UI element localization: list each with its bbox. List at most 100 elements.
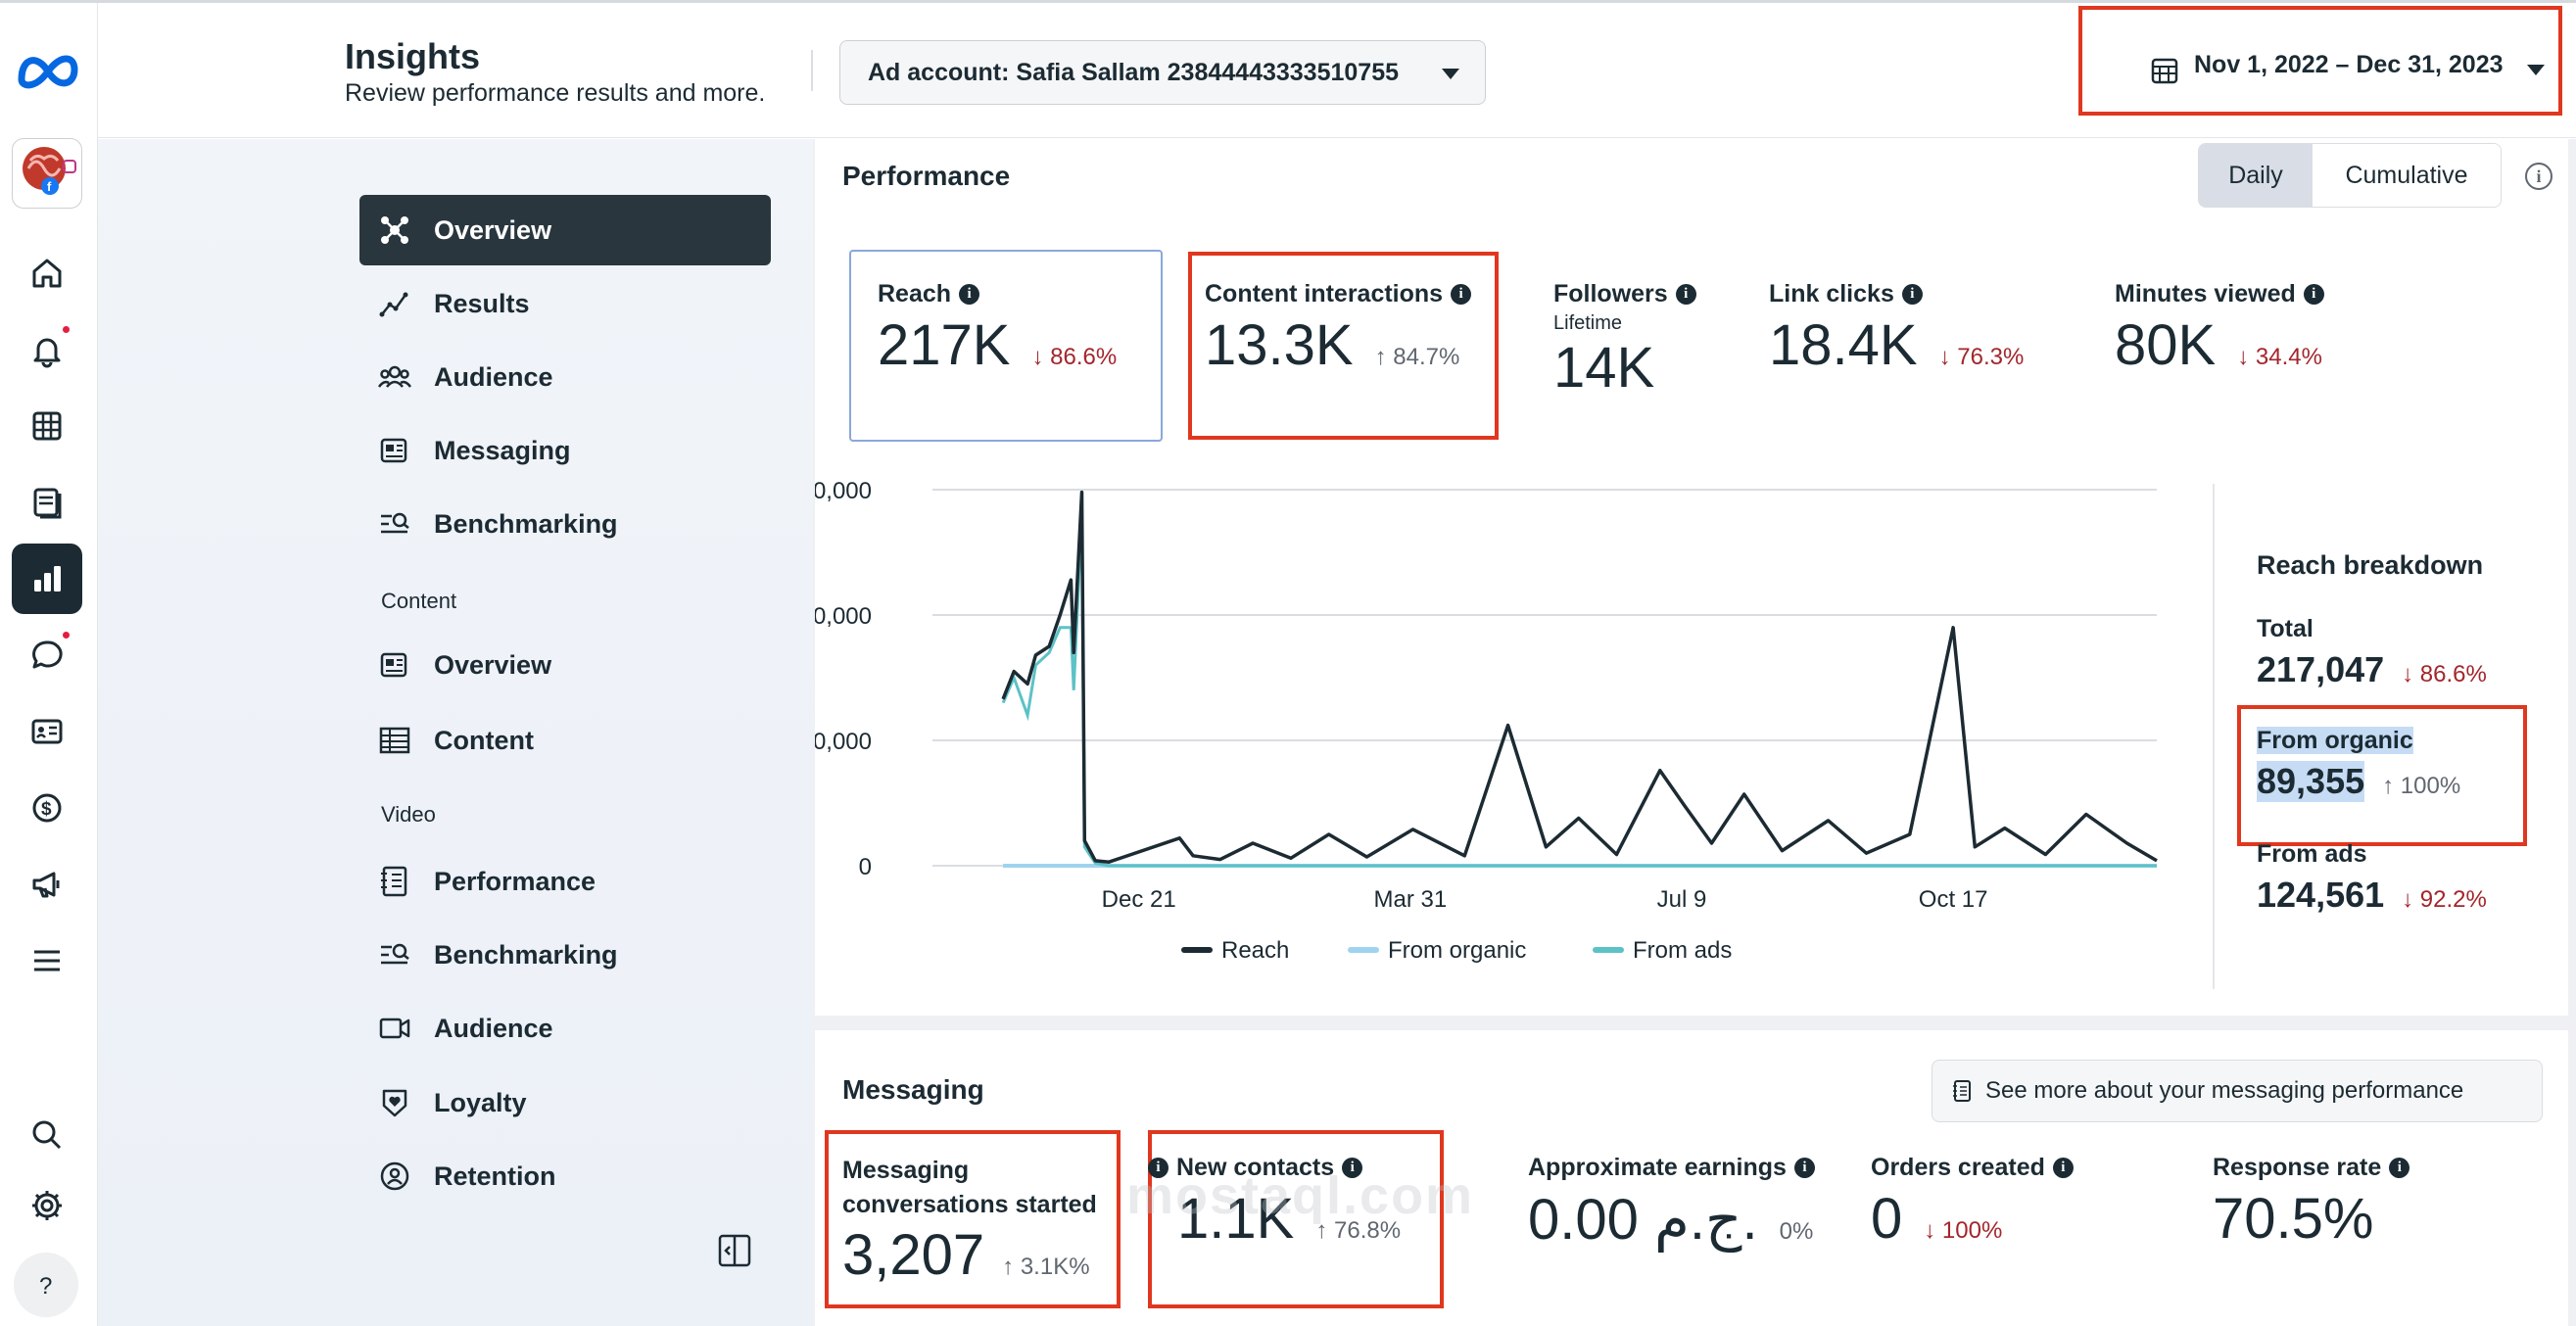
info-icon[interactable]: i xyxy=(1793,1158,1815,1178)
x-tick-label: Jul 9 xyxy=(1657,886,1707,913)
info-icon[interactable]: i xyxy=(2525,163,2552,190)
see-more-messaging-button[interactable]: See more about your messaging performanc… xyxy=(1932,1060,2543,1122)
info-icon[interactable]: i xyxy=(1148,1158,1169,1178)
monetization-button[interactable]: $ xyxy=(12,773,82,843)
insights-sidebar xyxy=(98,139,813,1326)
info-icon[interactable]: i xyxy=(2389,1158,2410,1178)
search-button[interactable] xyxy=(12,1100,82,1170)
metric-value: 80K xyxy=(2115,313,2217,377)
info-icon[interactable]: i xyxy=(1901,284,1923,305)
ads-button[interactable] xyxy=(12,849,82,920)
nav-item-video-benchmarking[interactable]: Benchmarking xyxy=(359,920,771,990)
ads-icon xyxy=(32,872,60,898)
date-range-picker[interactable]: Nov 1, 2022 – Dec 31, 2023 xyxy=(2078,6,2562,116)
nav-item-video-loyalty[interactable]: Loyalty xyxy=(359,1067,771,1138)
nav-item-audience[interactable]: Audience xyxy=(359,342,771,412)
settings-button[interactable] xyxy=(12,1170,82,1241)
nav-item-video-retention[interactable]: Retention xyxy=(359,1141,771,1211)
cumulative-button[interactable]: Cumulative xyxy=(2313,144,2501,207)
nav-section-content: Content xyxy=(381,589,457,613)
nav-item-results[interactable]: Results xyxy=(359,268,771,339)
nav-item-benchmarking[interactable]: Benchmarking xyxy=(359,489,771,559)
reach-card-selected[interactable] xyxy=(849,250,1163,442)
legend-label: From organic xyxy=(1388,937,1526,964)
notifications-button[interactable] xyxy=(12,314,82,385)
metric-name: Messaging conversations started xyxy=(842,1157,1097,1218)
search-icon xyxy=(32,1120,62,1150)
messaging-panel: Messaging See more about your messaging … xyxy=(815,1030,2568,1326)
contacts-button[interactable] xyxy=(12,696,82,767)
inbox-button[interactable] xyxy=(12,620,82,690)
insights-button[interactable] xyxy=(12,544,82,614)
nav-label: Audience xyxy=(434,1013,553,1043)
messaging-title: Messaging xyxy=(842,1074,984,1105)
retention-icon xyxy=(375,1157,414,1196)
metric-followers[interactable]: Followers i Lifetime 14K xyxy=(1553,280,1696,401)
metric-sub: Lifetime xyxy=(1553,312,1623,334)
metric-minutes-viewed[interactable]: Minutes viewed i 80K ↓ 34.4% xyxy=(2115,280,2324,378)
all-tools-button[interactable] xyxy=(12,925,82,996)
metric-messaging-conversations[interactable]: Messaging conversations started 3,207 ↑ 3… xyxy=(842,1154,1117,1288)
metric-name: Approximate earnings xyxy=(1528,1154,1787,1181)
page-title: Insights xyxy=(345,36,481,76)
nav-label: Overview xyxy=(434,649,552,680)
notebook-icon xyxy=(1953,1080,1971,1102)
info-icon[interactable]: i xyxy=(1342,1158,1363,1178)
help-button[interactable]: ? xyxy=(14,1253,78,1317)
planner-button[interactable] xyxy=(12,391,82,461)
metric-reach[interactable]: Reach i 217K ↓ 86.6% xyxy=(878,280,1117,378)
performance-panel: Performance Daily Cumulative i Reach i 21… xyxy=(800,139,2568,1016)
top-border xyxy=(0,0,2576,3)
content-overview-icon xyxy=(375,645,414,685)
nav-item-content-overview[interactable]: Overview xyxy=(359,630,771,700)
daily-cumulative-toggle: Daily Cumulative xyxy=(2198,143,2502,208)
inbox-dot xyxy=(61,630,72,640)
metric-link-clicks[interactable]: Link clicks i 18.4K ↓ 76.3% xyxy=(1769,280,2024,378)
breakdown-value: 217,047 xyxy=(2257,649,2385,689)
nav-item-messaging[interactable]: Messaging xyxy=(359,415,771,486)
info-icon[interactable]: i xyxy=(1451,284,1472,305)
nav-item-content[interactable]: Content xyxy=(359,705,771,776)
metric-change: ↑ 3.1K% xyxy=(1002,1254,1090,1280)
series-line-from-ads xyxy=(1001,514,2157,868)
metric-value: 70.5% xyxy=(2213,1187,2374,1251)
page-header: Insights Review performance results and … xyxy=(98,3,2576,138)
date-range-label: Nov 1, 2022 – Dec 31, 2023 xyxy=(2194,51,2504,78)
nav-label: Retention xyxy=(434,1160,556,1191)
collapse-sidebar-icon[interactable] xyxy=(717,1233,752,1268)
notifications-icon xyxy=(33,338,61,368)
page-avatar[interactable]: f xyxy=(12,138,82,209)
metric-content-interactions[interactable]: Content interactions i 13.3K ↑ 84.7% xyxy=(1205,280,1472,378)
overview-icon xyxy=(375,211,414,250)
metric-approximate-earnings[interactable]: Approximate earnings i 0.00 ج.م. 0% xyxy=(1528,1154,1815,1253)
info-icon[interactable]: i xyxy=(2052,1158,2074,1178)
meta-logo-icon[interactable] xyxy=(14,40,82,99)
reach-chart: 0 10,000 20,000 30,000 Dec 21 Mar 31 Jul 9 Oct … xyxy=(800,472,2206,1020)
info-icon[interactable]: i xyxy=(1675,284,1696,305)
svg-text:?: ? xyxy=(39,1273,52,1300)
breakdown-value: 124,561 xyxy=(2257,875,2385,915)
daily-button[interactable]: Daily xyxy=(2199,144,2313,207)
home-button[interactable] xyxy=(12,238,82,308)
metric-orders-created[interactable]: Orders created i 0 ↓ 100% xyxy=(1871,1154,2074,1252)
nav-label: Audience xyxy=(434,361,553,392)
breakdown-label: From ads xyxy=(2257,840,2367,868)
info-icon[interactable]: i xyxy=(959,284,980,305)
nav-item-overview[interactable]: Overview xyxy=(359,195,771,265)
insights-icon xyxy=(34,566,61,592)
pages-button[interactable] xyxy=(12,467,82,538)
nav-label: Overview xyxy=(434,214,552,245)
metric-new-contacts[interactable]: i New contacts i 1.1K ↑ 76.8% xyxy=(1148,1154,1401,1252)
messaging-icon xyxy=(375,431,414,470)
metric-change: ↓ 76.3% xyxy=(1938,344,2025,370)
nav-item-video-audience[interactable]: Audience xyxy=(359,993,771,1064)
ad-account-selector[interactable]: Ad account: Safia Sallam 238444433335107… xyxy=(839,40,1486,105)
info-icon[interactable]: i xyxy=(2303,284,2324,305)
metric-response-rate[interactable]: Response rate i 70.5% xyxy=(2213,1154,2410,1252)
shield-heart-icon xyxy=(375,1083,414,1122)
breakdown-label: From organic xyxy=(2257,727,2413,754)
metric-change: ↓ 34.4% xyxy=(2237,344,2322,370)
benchmarking-icon xyxy=(375,504,414,544)
nav-item-video-performance[interactable]: Performance xyxy=(359,846,771,917)
nav-label: Results xyxy=(434,288,530,318)
